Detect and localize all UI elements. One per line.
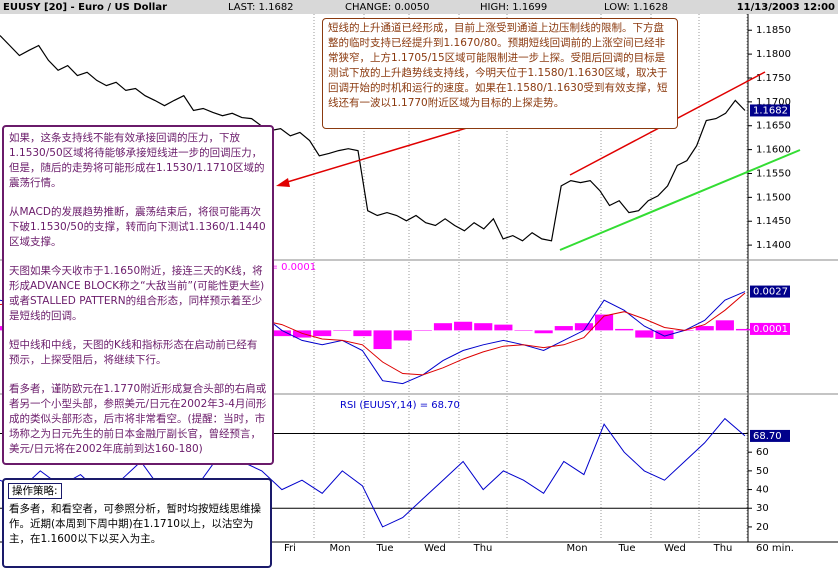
histogram-bar (695, 326, 714, 331)
histogram-bar (655, 330, 674, 339)
left-note: 如果，这条支持线不能有效承接回调的压力，下放1.1530/50区域将待能够承接短… (2, 125, 274, 465)
histogram-bar (454, 321, 473, 331)
histogram-bar (615, 328, 634, 331)
note-paragraph: 从MACD的发展趋势推断，震荡结束后，将很可能再次下破1.1530/50的支撑，… (9, 206, 266, 248)
y-tick-label: 50 (756, 466, 769, 477)
value-label: 68.70 (753, 431, 782, 442)
arrow-head (276, 178, 290, 187)
y-tick-label: 60 (756, 447, 769, 458)
y-tick-label: 1.1400 (756, 240, 791, 251)
histogram-bar (292, 330, 312, 338)
strategy-text: 看多者，和看空者，可参照分析，暂时均按短线思维操作。近期(本周到下周中期)在1.… (9, 503, 261, 545)
y-tick-label: 1.1600 (756, 145, 791, 156)
histogram-bar (272, 330, 291, 337)
histogram-bar (735, 328, 755, 331)
x-tick-label: Tue (375, 543, 393, 554)
histogram-bar (514, 330, 533, 331)
panel-header: DIF = 0.0001 (250, 262, 316, 273)
histogram-bar (494, 324, 513, 331)
histogram-bar (635, 330, 654, 338)
x-tick-label: Mon (329, 543, 350, 554)
histogram-bar (413, 330, 432, 331)
histogram-bar (393, 330, 412, 341)
y-tick-label: 1.1700 (756, 97, 791, 108)
y-tick-label: 1.1750 (756, 73, 791, 84)
strategy-title: 操作策略: (8, 483, 62, 499)
header-bar (0, 0, 838, 14)
arrow-line (283, 126, 471, 184)
value-box (750, 429, 790, 442)
x-tick-label: Thu (713, 543, 733, 554)
y-tick-label: 1.1500 (756, 192, 791, 203)
value-box (750, 322, 790, 335)
note-paragraph: 如果，这条支持线不能有效承接回调的压力，下放1.1530/50区域将待能够承接短… (9, 132, 265, 189)
x-tick-label: 60 min. (756, 543, 794, 554)
note-paragraph: 短中线和中线，天图的K线和指标形态在启动前已经有预示，上探受阻后，将继续下行。 (9, 339, 258, 366)
y-tick-label: 1.1800 (756, 49, 791, 60)
histogram-bar (333, 330, 352, 331)
trend-support (559, 149, 801, 251)
header-high: HIGH: 1.1699 (480, 2, 547, 13)
value-box (750, 285, 790, 298)
value-label: 0.0001 (753, 324, 788, 335)
histogram-bar (313, 330, 332, 337)
x-tick-label: Wed (424, 543, 446, 554)
y-tick-label: 30 (756, 503, 769, 514)
histogram-bar (433, 323, 453, 331)
histogram-bar (373, 330, 392, 350)
y-tick-label: 1.1450 (756, 216, 791, 227)
histogram-bar (574, 323, 593, 331)
y-tick-label: 40 (756, 485, 769, 496)
panel-header: RSI (EUUSY,14) = 68.70 (340, 400, 460, 411)
header-last: LAST: 1.1682 (228, 2, 294, 13)
histogram-bar (534, 330, 553, 334)
y-tick-label: 1.1850 (756, 25, 791, 36)
header-date: 11/13/2003 12:00 (737, 2, 835, 13)
series-line (0, 417, 746, 528)
note-paragraph: 看多者，谨防欧元在1.1770附近形成复合头部的右肩或者另一个小型头部，参照美元… (9, 383, 267, 455)
histogram-bar (554, 326, 573, 331)
header-low: LOW: 1.1628 (604, 2, 668, 13)
strategy-note: 操作策略: 看多者，和看空者，可参照分析，暂时均按短线思维操作。近期(本周到下周… (2, 478, 272, 568)
x-tick-label: Wed (664, 543, 686, 554)
value-label: 0.0027 (753, 287, 788, 298)
series-line (0, 35, 746, 242)
header-title: EUUSY [20] - Euro / US Dollar (3, 2, 167, 13)
x-tick-label: Mon (566, 543, 587, 554)
histogram-bar (594, 314, 614, 331)
value-label: 1.1682 (753, 105, 788, 116)
value-box (750, 104, 790, 117)
note-paragraph: 天图如果今天收市于1.1650附近，接连三天的K线，将形成ADVANCE BLO… (9, 265, 265, 322)
top-note: 短线的上升通道已经形成，目前上涨受到通道上边压制线的限制。下方盘整的临时支持已经… (322, 18, 678, 129)
header-change: CHANGE: 0.0050 (345, 2, 429, 13)
x-tick-label: Fri (284, 543, 296, 554)
histogram-bar (474, 323, 493, 331)
y-tick-label: 20 (756, 522, 769, 533)
histogram-bar (715, 320, 734, 331)
x-tick-label: Thu (473, 543, 493, 554)
histogram-bar (353, 330, 372, 337)
x-tick-label: Tue (617, 543, 635, 554)
y-tick-label: 1.1550 (756, 168, 791, 179)
y-tick-label: 1.1650 (756, 121, 791, 132)
